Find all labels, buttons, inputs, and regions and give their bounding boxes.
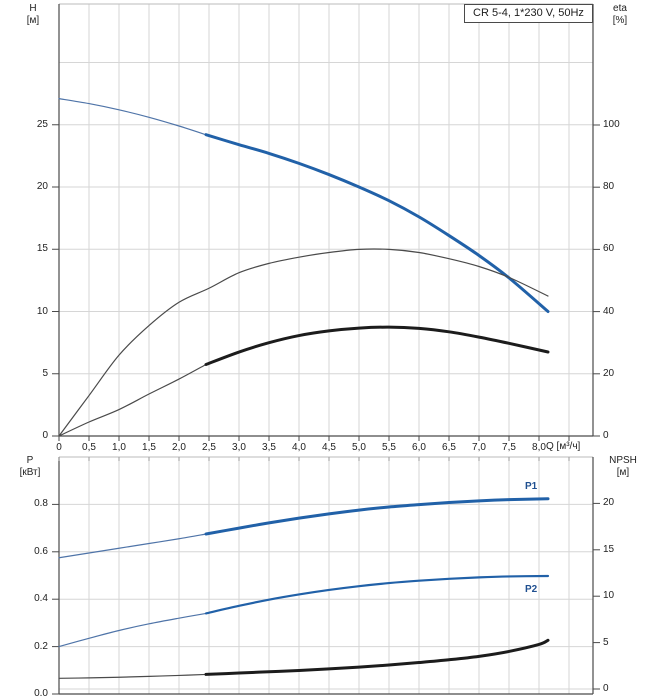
head-curve-low-flow-curve: [58, 98, 207, 136]
q-axis-tick-label: 1,0: [112, 442, 126, 453]
q-axis-tick-label: 0: [56, 442, 62, 453]
q-axis-tick-label: 3,0: [232, 442, 246, 453]
p2-power-low-flow-curve: [58, 612, 207, 648]
q-axis-tick-label: 4,5: [322, 442, 336, 453]
q-axis-tick-label: 4,0: [292, 442, 306, 453]
top-right-tick-label: 20: [603, 367, 615, 379]
bottom-right-tick-label: 5: [603, 636, 609, 648]
bottom-left-tick-label: 0.8: [34, 498, 48, 510]
q-axis-tick-label: 7,5: [502, 442, 516, 453]
bottom-right-tick-label: 20: [603, 497, 615, 509]
p2-curve-label: P2: [525, 584, 538, 596]
p-axis-title-symbol: P: [26, 455, 34, 466]
top-left-tick-label: 0: [42, 430, 48, 441]
q-axis-tick-label: 8,0: [532, 442, 546, 453]
q-axis-tick-label: 3,5: [262, 442, 276, 453]
top-left-tick-label: 10: [36, 305, 48, 317]
q-axis-tick-label: 6,5: [442, 442, 456, 453]
npsh-low-flow-curve: [58, 673, 207, 679]
q-axis-tick-label: 5,5: [382, 442, 396, 453]
total-efficiency-duty-range-curve: [204, 325, 550, 366]
npsh-axis-title: NPSH [м]: [601, 455, 645, 479]
top-right-tick-label: 100: [603, 118, 620, 130]
top-right-tick-label: 0: [603, 430, 609, 441]
h-axis-title: H [м]: [20, 3, 46, 27]
bottom-left-tick-label: 0.4: [34, 593, 48, 605]
top-right-tick-label: 60: [603, 243, 615, 255]
npsh-duty-range-curve: [204, 638, 550, 676]
q-axis-tick-label: 2,0: [172, 442, 186, 453]
q-axis-tick-label: 6,0: [412, 442, 426, 453]
q-axis-tick-label: 1,5: [142, 442, 156, 453]
q-axis-tick-label: 5,0: [352, 442, 366, 453]
bottom-right-tick-label: 10: [603, 590, 615, 602]
h-axis-title-symbol: H: [29, 3, 37, 14]
eta-axis-title: eta [%]: [603, 3, 637, 27]
top-left-tick-label: 5: [42, 367, 48, 379]
bottom-right-tick-label: 15: [603, 543, 615, 555]
bottom-left-tick-label: 0.0: [34, 688, 48, 699]
p2-power-duty-range-curve: [204, 574, 550, 615]
top-left-tick-label: 20: [36, 181, 48, 192]
q-axis-tick-label: 0,5: [82, 442, 96, 453]
q-axis-title: Q [м³/ч]: [546, 441, 581, 452]
top-left-tick-label: 15: [36, 243, 48, 255]
h-axis-title-unit: [м]: [26, 15, 40, 26]
p1-power-duty-range-curve: [204, 497, 550, 536]
q-axis-tick-label: 2,5: [202, 442, 216, 453]
top-right-tick-label: 40: [603, 305, 615, 317]
total-efficiency-low-flow-curve: [58, 363, 207, 437]
npsh-axis-title-symbol: NPSH: [609, 455, 637, 466]
bottom-left-tick-label: 0.2: [34, 640, 48, 652]
bottom-right-tick-label: 0: [603, 683, 609, 694]
head-curve-duty-range-curve: [204, 133, 550, 314]
pump-efficiency-curve: [58, 248, 549, 437]
q-axis-tick-label: 7,0: [472, 442, 486, 453]
p1-curve-label: P1: [525, 481, 538, 493]
npsh-axis-title-unit: [м]: [616, 467, 630, 478]
p-axis-title: P [кВт]: [15, 455, 45, 479]
top-left-tick-label: 25: [36, 118, 48, 130]
eta-axis-title-unit: [%]: [612, 15, 628, 26]
top-right-tick-label: 80: [603, 181, 615, 193]
pump-model-badge: CR 5-4, 1*230 V, 50Hz: [464, 4, 593, 23]
eta-axis-title-symbol: eta: [613, 3, 627, 14]
p1-power-low-flow-curve: [58, 533, 207, 559]
bottom-left-tick-label: 0.6: [34, 545, 48, 557]
p-axis-title-unit: [кВт]: [19, 467, 41, 478]
